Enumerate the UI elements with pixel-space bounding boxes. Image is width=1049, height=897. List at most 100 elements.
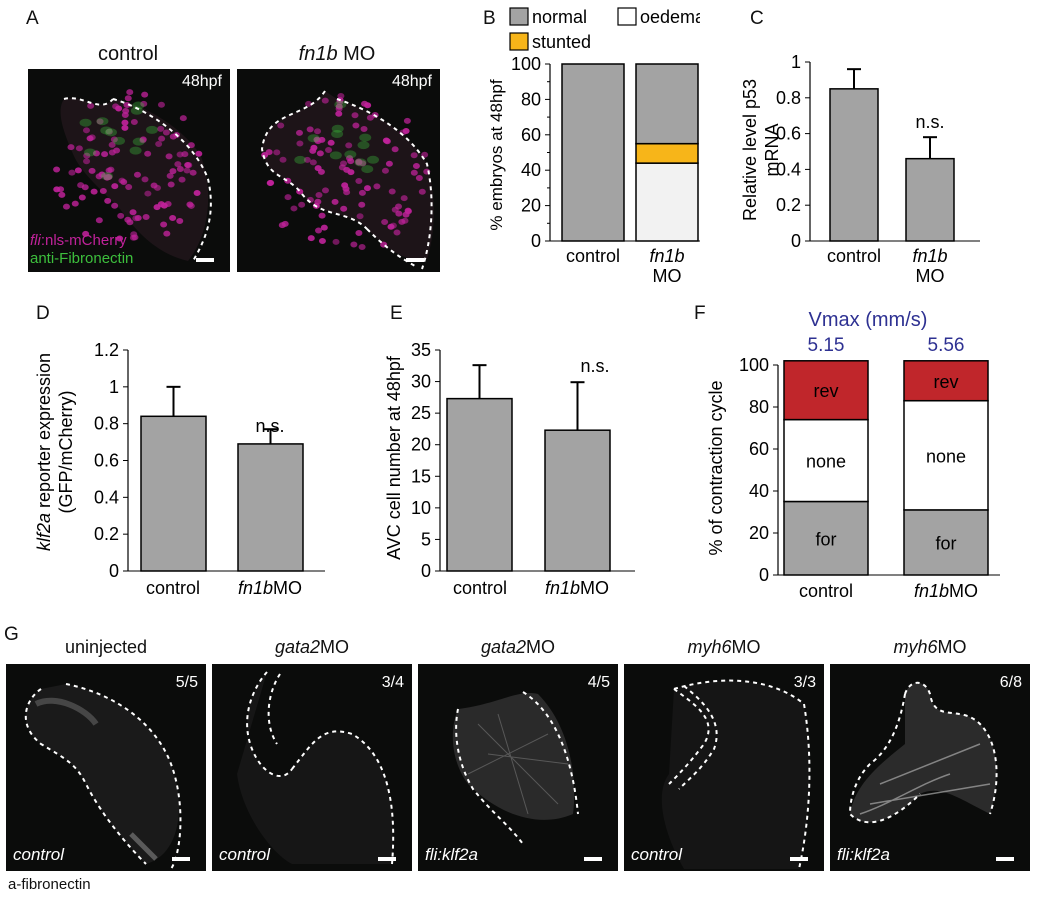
legend-label: stunted xyxy=(532,32,591,52)
bar-segment-rev xyxy=(903,360,989,402)
fibronectin-signal xyxy=(132,137,145,146)
nucleus xyxy=(318,238,326,245)
nucleus xyxy=(139,136,147,143)
nucleus xyxy=(400,195,408,202)
heart-outline xyxy=(452,691,579,845)
nucleus xyxy=(358,244,366,251)
nucleus xyxy=(187,142,195,149)
vmax-value: 5.15 xyxy=(808,335,845,356)
nucleus xyxy=(99,188,107,195)
fibronectin-signal xyxy=(331,129,344,138)
nucleus xyxy=(391,146,399,153)
nucleus xyxy=(83,152,91,159)
scale-bar xyxy=(584,857,602,861)
segment-label-none: none xyxy=(926,446,966,466)
fibronectin-signal xyxy=(354,158,367,167)
stage-label: 48hpf xyxy=(181,73,222,90)
chart-d-klf2a-reporter: 0 0.2 0.4 0.6 0.8 1 1.2 klf2a reporter expressi… xyxy=(34,340,325,598)
nucleus xyxy=(358,189,366,196)
nucleus xyxy=(88,167,96,174)
x-label-control: control xyxy=(827,246,881,266)
fibronectin-signal xyxy=(357,141,370,150)
nucleus xyxy=(352,122,360,129)
bar xyxy=(446,397,513,572)
nucleus xyxy=(169,168,177,175)
bar-segment-normal xyxy=(635,63,699,145)
nucleus xyxy=(404,207,412,214)
annotation-ns: n.s. xyxy=(915,112,944,132)
nucleus xyxy=(266,180,274,187)
nucleus xyxy=(325,147,333,154)
fibronectin-signal xyxy=(146,125,159,134)
fibronectin-signal xyxy=(329,151,342,160)
nucleus xyxy=(141,176,149,183)
fibronectin-image-gata2mo-klf2a: 4/5 fli:klf2a xyxy=(418,664,618,871)
x-label-control: control xyxy=(566,246,620,266)
stage-label: 48hpf xyxy=(391,73,432,90)
x-label-mo-line2: MO xyxy=(916,266,945,286)
nucleus xyxy=(167,181,175,188)
nucleus xyxy=(58,191,66,198)
y-tick-label: 40 xyxy=(521,160,541,180)
fibronectin-signal xyxy=(129,146,142,155)
nucleus xyxy=(117,212,125,219)
nucleus xyxy=(169,214,177,221)
scale-bar xyxy=(406,258,424,262)
y-axis-label: Relative level p53 xyxy=(740,79,760,221)
y-tick-label: 0.4 xyxy=(94,487,119,507)
nucleus xyxy=(164,201,172,208)
nucleus xyxy=(345,142,353,149)
nucleus xyxy=(385,160,393,167)
nucleus xyxy=(320,224,328,231)
nucleus xyxy=(176,166,184,173)
panel-letter-f: F xyxy=(694,303,706,324)
nucleus xyxy=(339,160,347,167)
nucleus xyxy=(340,205,348,212)
nucleus xyxy=(132,215,140,222)
x-label-control: control xyxy=(146,578,200,598)
panel-g-footer: a-fibronectin xyxy=(8,876,91,893)
nucleus xyxy=(381,167,389,174)
nucleus xyxy=(118,177,126,184)
nucleus xyxy=(284,194,292,201)
nucleus xyxy=(158,135,166,142)
count-label: 6/8 xyxy=(999,674,1022,691)
nucleus xyxy=(318,136,326,143)
fibronectin-signal xyxy=(367,155,380,164)
y-tick-label: 0.8 xyxy=(94,414,119,434)
y-tick-label: 0.6 xyxy=(94,451,119,471)
nucleus xyxy=(321,187,329,194)
nucleus xyxy=(111,183,119,190)
y-tick-label: 1 xyxy=(109,377,119,397)
nucleus xyxy=(337,93,345,100)
nucleus xyxy=(410,152,418,159)
nucleus xyxy=(314,198,322,205)
nucleus xyxy=(410,169,418,176)
y-tick-label: 80 xyxy=(521,89,541,109)
nucleus xyxy=(183,167,191,174)
nucleus xyxy=(277,122,285,129)
nucleus xyxy=(101,151,109,158)
heart-micrograph xyxy=(260,90,434,270)
nucleus xyxy=(163,230,171,237)
panel-g-title-3: gata2MO xyxy=(480,637,556,657)
nucleus xyxy=(144,150,152,157)
panel-g-title-2: gata2MO xyxy=(274,637,350,657)
fibronectin-signal xyxy=(294,155,307,164)
panel-letter-a: A xyxy=(26,8,39,29)
nucleus xyxy=(316,150,324,157)
bar-segment-rev xyxy=(783,360,869,421)
y-tick-label: 0 xyxy=(531,231,541,251)
nucleus xyxy=(140,100,148,107)
nucleus xyxy=(68,169,76,176)
x-label-mo: fn1b xyxy=(912,246,947,266)
nucleus xyxy=(53,166,61,173)
nucleus xyxy=(75,145,83,152)
image-label: fli:klf2a xyxy=(425,845,478,864)
nucleus xyxy=(133,171,141,178)
y-tick-label: 0.2 xyxy=(776,195,801,215)
panel-a-title-control: control xyxy=(97,43,159,65)
nucleus xyxy=(355,178,363,185)
nucleus xyxy=(96,118,104,125)
legend-swatch xyxy=(509,32,529,51)
